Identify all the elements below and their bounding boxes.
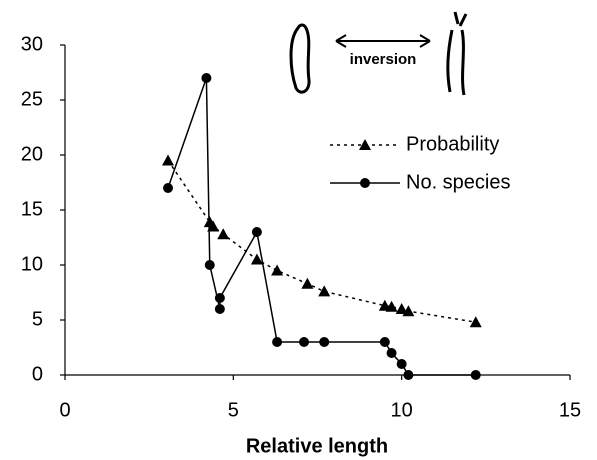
annotation: inversion <box>350 51 417 68</box>
point <box>217 228 230 240</box>
point <box>162 154 175 166</box>
legend-marker <box>360 178 370 188</box>
y-tick-label: 20 <box>21 143 43 165</box>
point <box>386 348 397 358</box>
point <box>319 337 330 347</box>
chromosome <box>446 11 468 96</box>
legend-label: No. species <box>406 171 511 193</box>
point <box>469 316 482 328</box>
point <box>379 337 390 347</box>
chromosome <box>289 23 311 94</box>
y-tick-label: 25 <box>21 88 43 110</box>
point <box>402 305 415 317</box>
point <box>396 359 407 369</box>
legend-label: Probability <box>406 133 499 155</box>
point <box>251 227 262 237</box>
x-tick-label: 0 <box>59 399 70 421</box>
point <box>214 304 225 314</box>
y-tick-label: 15 <box>21 198 43 220</box>
point <box>299 337 310 347</box>
y-tick-label: 30 <box>21 33 43 55</box>
arrow-head <box>335 34 431 48</box>
y-tick-label: 5 <box>32 308 43 330</box>
x-tick-label: 15 <box>559 399 581 421</box>
y-tick-label: 0 <box>32 363 43 385</box>
point <box>201 73 212 83</box>
point <box>207 220 220 232</box>
point <box>163 183 174 193</box>
point <box>250 253 263 265</box>
x-axis-label: Relative length <box>246 435 388 457</box>
point <box>470 370 481 380</box>
point <box>395 303 408 314</box>
point <box>271 264 284 276</box>
point <box>272 337 283 347</box>
y-tick-label: 10 <box>21 253 43 275</box>
legend-marker <box>359 139 371 150</box>
point <box>385 300 398 312</box>
x-tick-label: 10 <box>391 399 413 421</box>
point <box>403 370 414 380</box>
inversion-diagram <box>289 11 468 96</box>
point <box>214 293 225 303</box>
point <box>318 285 331 297</box>
x-tick-label: 5 <box>228 399 239 421</box>
point <box>204 260 215 270</box>
point <box>301 277 314 289</box>
